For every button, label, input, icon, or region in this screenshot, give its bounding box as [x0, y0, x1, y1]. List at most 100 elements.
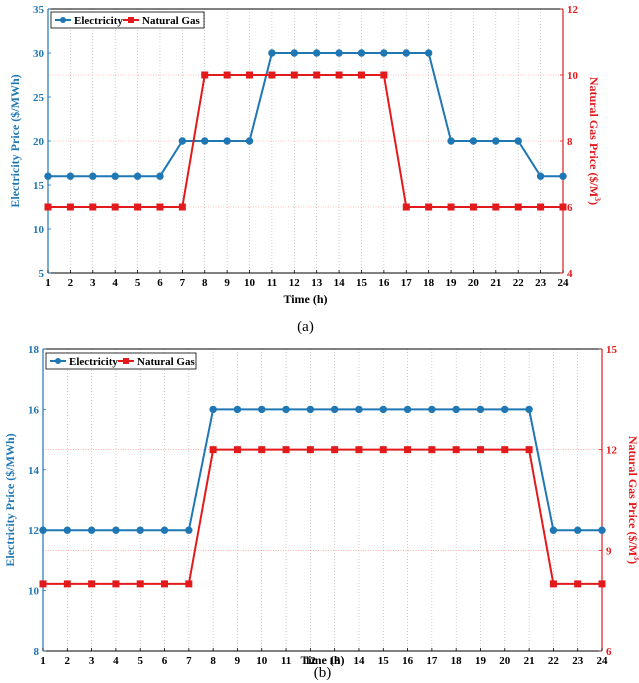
x-tick-label: 13	[311, 277, 323, 289]
left-tick-label: 12	[28, 525, 40, 537]
legend-gas-label: Natural Gas	[137, 356, 195, 368]
x-tick-label: 16	[378, 277, 390, 289]
right-axis-label-end: )	[587, 201, 601, 205]
x-tick-label: 12	[289, 277, 301, 289]
data-point	[233, 446, 241, 454]
left-axis-label: Electricity Price ($/MWh)	[8, 74, 22, 207]
x-tick-label: 11	[267, 277, 277, 289]
data-point	[39, 526, 47, 534]
right-tick-label: 8	[567, 136, 573, 148]
data-point	[559, 203, 567, 211]
data-point	[402, 203, 410, 211]
data-point	[330, 405, 339, 414]
data-point	[268, 49, 276, 57]
vertical-grid	[67, 349, 578, 651]
right-axis-label: Natural Gas Price ($/M3)	[587, 77, 602, 205]
data-point	[156, 172, 164, 180]
left-tick-label: 5	[39, 268, 45, 280]
legend-gas-marker	[123, 358, 129, 364]
chart-b: 1 2 3 4 5 6 7 8 9 10 11 12 13 14 15 16 17 18 19 20 21 22 23 248…	[3, 344, 639, 681]
data-point	[44, 203, 52, 211]
data-point	[355, 405, 363, 414]
x-tick-label: 7	[180, 277, 186, 289]
x-tick-labels: 1 2 3 4 5 6 7 8 9 10 11 12 13 14 15 16 17 18 19 20 21 22 23 24	[45, 270, 569, 289]
right-tick-label: 4	[567, 268, 573, 280]
x-tick-label: 14	[353, 655, 365, 667]
data-point	[66, 172, 75, 180]
x-tick-label: 22	[548, 655, 560, 667]
data-point	[559, 172, 567, 180]
data-point	[136, 526, 144, 534]
x-tick-label: 20	[468, 277, 480, 289]
data-point	[312, 49, 321, 57]
right-axis-label-superscript: 3	[593, 197, 602, 201]
left-tick-label: 30	[33, 48, 45, 60]
data-point	[63, 526, 72, 534]
data-point	[87, 526, 96, 534]
x-tick-label: 1	[45, 277, 51, 289]
data-point	[111, 172, 119, 180]
data-point	[379, 405, 387, 414]
data-point	[537, 203, 545, 211]
series-line	[48, 74, 563, 208]
x-tick-label: 8	[210, 655, 216, 667]
data-point	[111, 203, 119, 211]
data-point	[245, 137, 254, 145]
data-point	[89, 203, 97, 211]
data-point	[306, 446, 314, 454]
x-tick-label: 10	[244, 277, 256, 289]
data-point	[549, 526, 558, 534]
x-tick-label: 3	[90, 277, 96, 289]
data-point	[404, 446, 412, 454]
legend-electricity-label: Electricity	[69, 356, 118, 368]
left-tick-label: 14	[28, 465, 40, 477]
right-tick-label: 12	[606, 445, 618, 457]
right-tick-label: 6	[606, 646, 612, 658]
data-point	[424, 49, 433, 57]
data-point	[88, 580, 96, 588]
x-tick-label: 4	[112, 277, 118, 289]
x-tick-label: 2	[68, 277, 74, 289]
data-point	[469, 203, 477, 211]
left-tick-label: 18	[28, 344, 40, 356]
data-point	[380, 71, 388, 79]
data-point	[452, 405, 460, 414]
legend-gas-marker	[128, 17, 134, 23]
data-point	[355, 446, 363, 454]
legend: Electricity Natural Gas	[50, 11, 205, 29]
series-line	[43, 448, 602, 585]
x-tick-label: 23	[535, 277, 547, 289]
data-point	[258, 405, 266, 414]
x-tick-label: 21	[490, 277, 501, 289]
right-tick-label: 10	[567, 70, 579, 82]
data-point	[161, 580, 169, 588]
x-tick-label: 9	[235, 655, 241, 667]
left-axis-label: Electricity Price ($/MWh)	[3, 433, 17, 566]
data-point	[268, 71, 276, 79]
left-tick-label: 25	[33, 92, 45, 104]
data-point	[476, 446, 484, 454]
data-point	[447, 137, 455, 145]
data-point	[233, 405, 242, 414]
right-axis-label-main: Natural Gas Price ($/M	[587, 77, 601, 197]
data-point	[598, 526, 606, 534]
data-point	[536, 172, 545, 180]
x-tick-label: 1	[40, 655, 46, 667]
data-point	[112, 580, 120, 588]
x-tick-label: 13	[329, 655, 341, 667]
data-point	[598, 580, 606, 588]
x-tick-label: 5	[137, 655, 143, 667]
series-electricity	[44, 49, 567, 180]
data-point	[223, 137, 231, 145]
legend: Electricity Natural Gas	[45, 352, 197, 370]
left-tick-label: 20	[33, 136, 45, 148]
left-tick-label: 10	[28, 586, 40, 598]
data-point	[357, 71, 365, 79]
x-axis-label: Time (h)	[283, 292, 327, 306]
x-tick-label: 19	[446, 277, 458, 289]
series-line	[48, 52, 563, 178]
data-point	[223, 71, 231, 79]
data-point	[44, 172, 52, 180]
series-natural-gas	[39, 446, 606, 588]
